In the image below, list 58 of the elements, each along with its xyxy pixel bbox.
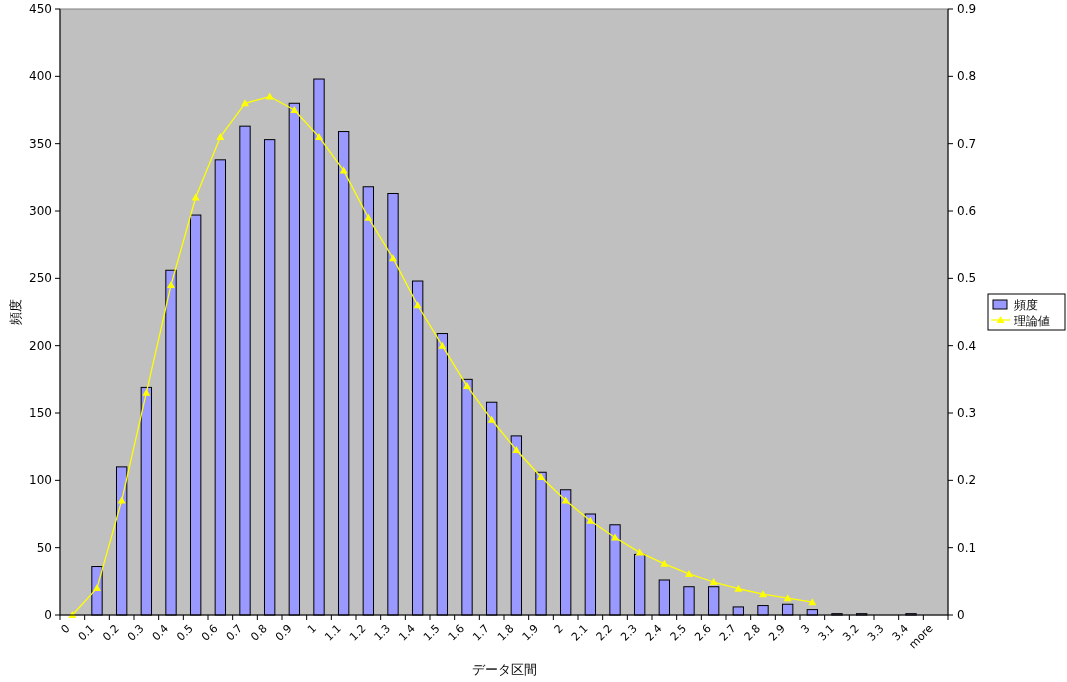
y-tick-label: 0 xyxy=(44,608,52,622)
x-tick-label: 2.2 xyxy=(593,621,616,644)
y2-tick-label: 0.5 xyxy=(957,271,977,286)
x-tick-label: 1.9 xyxy=(519,621,542,644)
x-axis-title: データ区間 xyxy=(471,662,537,677)
x-tick-label: 2.1 xyxy=(568,621,591,644)
y2-tick-label: 0.1 xyxy=(957,540,977,555)
y-tick-label: 400 xyxy=(29,69,52,84)
y-tick-label: 250 xyxy=(29,271,52,286)
x-tick-label: 0.5 xyxy=(174,621,196,644)
x-tick-label: 2.6 xyxy=(692,621,714,644)
x-tick-label: 3.3 xyxy=(864,621,887,644)
x-tick-label: 1.1 xyxy=(322,621,344,644)
x-tick-label: 0.2 xyxy=(100,621,122,644)
x-tick-label: 2.5 xyxy=(667,621,690,644)
x-tick-label: 0.3 xyxy=(124,621,147,644)
y-tick-label: 350 xyxy=(29,136,52,151)
x-tick-label: 2.3 xyxy=(618,621,640,644)
y2-tick-label: 0.3 xyxy=(957,406,977,420)
x-tick-label: 2.9 xyxy=(766,621,788,644)
x-tick-label: 0.9 xyxy=(272,621,295,644)
y-tick-label: 50 xyxy=(36,540,52,555)
x-tick-label: 0.1 xyxy=(75,621,98,644)
y-tick-label: 100 xyxy=(29,473,52,488)
y2-tick-label: 0.7 xyxy=(957,136,977,151)
x-tick-label: 0.4 xyxy=(149,621,172,644)
x-tick-label: 0 xyxy=(58,621,73,637)
y2-tick-label: 0.2 xyxy=(957,473,977,488)
x-tick-label: 3 xyxy=(798,621,813,637)
x-tick-label: 1.5 xyxy=(420,621,443,644)
x-tick-label: 0.6 xyxy=(198,621,221,644)
y2-tick-label: 0.6 xyxy=(957,204,977,218)
x-tick-label: 0.8 xyxy=(248,621,270,644)
y2-tick-label: 0.9 xyxy=(957,2,977,16)
y2-tick-label: 0 xyxy=(957,608,965,622)
legend-label: 頻度 xyxy=(1014,298,1038,312)
x-tick-label: 2.4 xyxy=(642,621,665,644)
y-tick-label: 450 xyxy=(29,2,52,16)
y-axis-title: 頻度 xyxy=(8,299,23,325)
y-tick-label: 200 xyxy=(29,338,52,353)
x-tick-label: 3.1 xyxy=(815,621,838,644)
y-tick-label: 300 xyxy=(29,204,52,218)
x-tick-label: 2.7 xyxy=(716,621,739,644)
x-tick-label: 1.6 xyxy=(445,621,468,644)
x-tick-label: 0.7 xyxy=(223,621,246,644)
x-tick-label: 2.8 xyxy=(741,621,764,644)
x-tick-label: 1.2 xyxy=(346,621,369,644)
legend-label: 理論値 xyxy=(1014,314,1050,328)
y2-tick-label: 0.8 xyxy=(957,69,977,84)
x-tick-label: 1.7 xyxy=(470,621,492,644)
x-tick-label: 1.8 xyxy=(494,621,517,644)
x-tick-label: 1 xyxy=(304,621,320,637)
y-tick-label: 150 xyxy=(29,406,52,420)
x-tick-label: 3.2 xyxy=(840,621,862,644)
y2-tick-label: 0.4 xyxy=(957,338,977,353)
x-tick-label: 1.3 xyxy=(371,621,394,644)
x-tick-label: 2 xyxy=(551,621,566,637)
x-tick-label: 1.4 xyxy=(396,621,418,644)
